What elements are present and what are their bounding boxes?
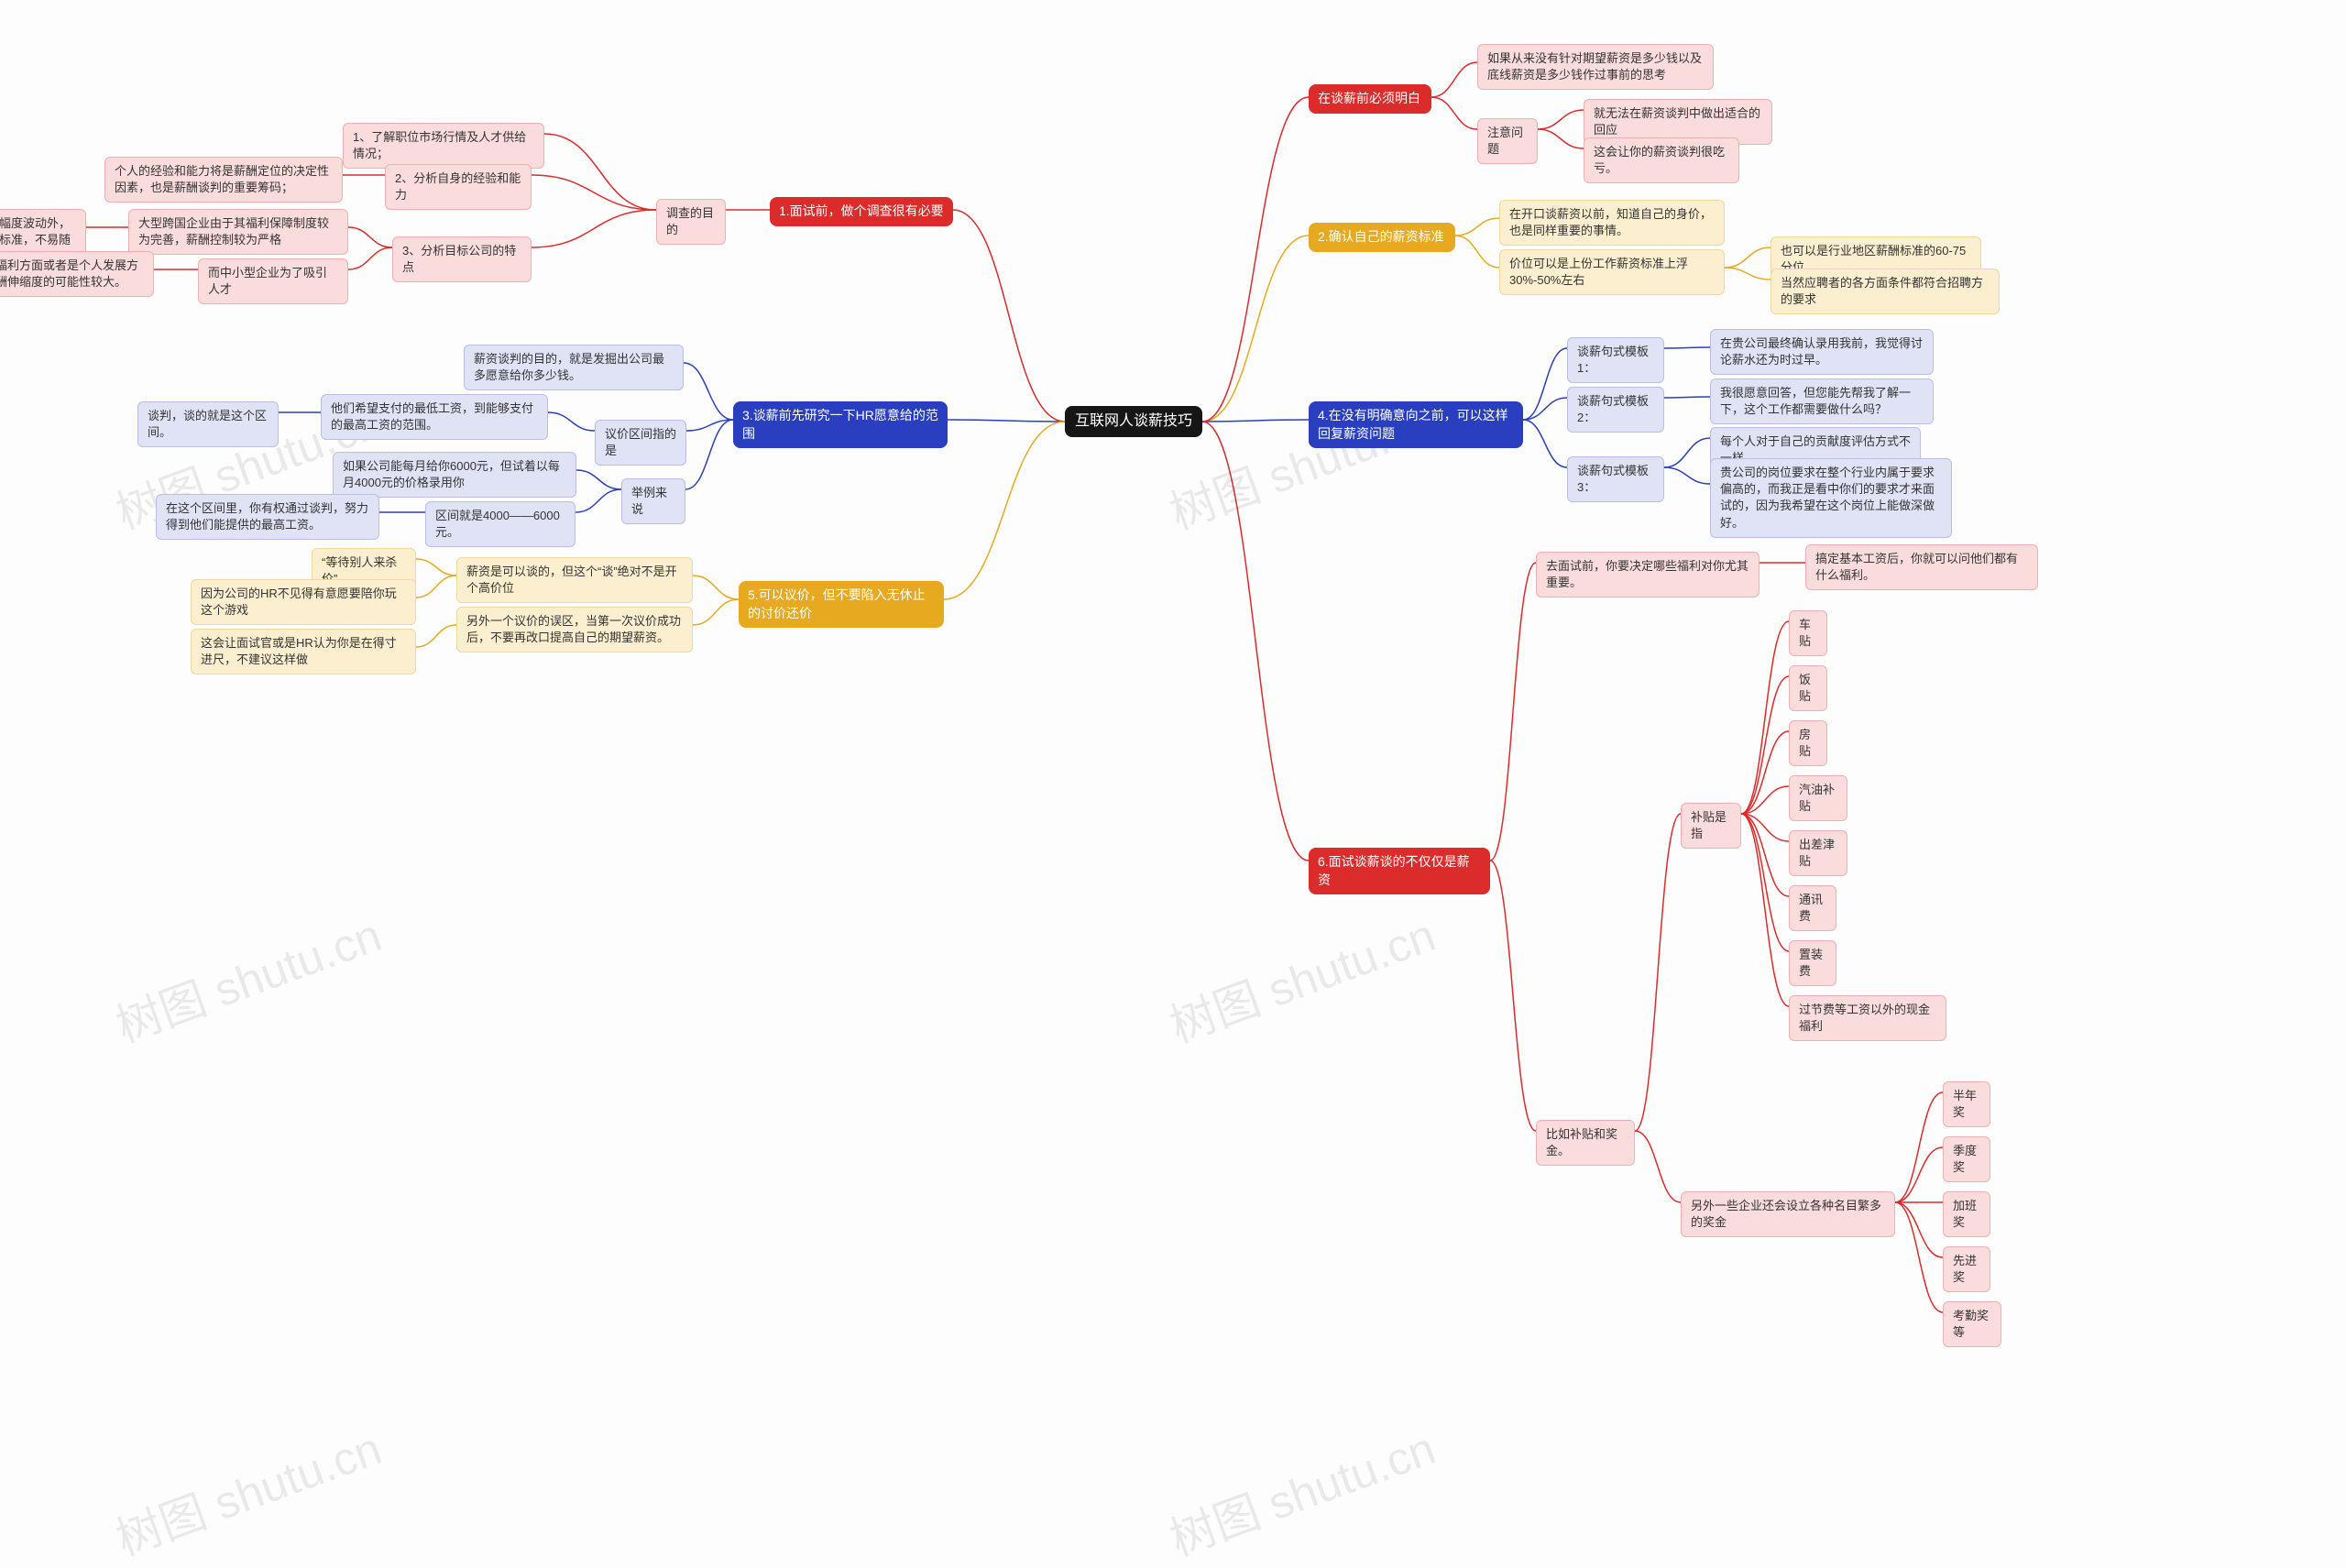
mindmap-node-b6b2b: 季度奖 [1943,1136,1990,1182]
mindmap-node-b3c2: 区间就是4000——6000元。 [425,501,576,547]
mindmap-node-root: 互联网人谈薪技巧 [1065,406,1202,437]
mindmap-node-b6b2: 另外一些企业还会设立各种名目繁多的奖金 [1681,1191,1895,1237]
mindmap-node-b3b1a: 谈判，谈的就是这个区间。 [137,401,279,447]
mindmap-node-b3: 3.谈薪前先研究一下HR愿意给的范围 [733,401,948,448]
mindmap-node-b6b1d: 汽油补贴 [1789,775,1847,821]
mindmap-node-b2b: 价位可以是上份工作薪资标准上浮30%-50%左右 [1499,249,1725,295]
mindmap-node-b1c1c: 3、分析目标公司的特点 [392,236,532,282]
mindmap-node-b3b1: 他们希望支付的最低工资，到能够支付的最高工资的范围。 [321,394,548,440]
mindmap-node-b6b1b: 饭贴 [1789,665,1827,711]
mindmap-node-b6a1: 搞定基本工资后，你就可以问他们都有什么福利。 [1805,544,2038,590]
mindmap-node-b1c1c2a: 也为了弥补其福利方面或者是个人发展方面的不足，薪酬伸缩度的可能性较大。 [0,251,154,297]
mindmap-node-b5: 5.可以议价，但不要陷入无休止的讨价还价 [739,581,944,628]
mindmap-node-b6b2c: 加班奖 [1943,1191,1990,1237]
mindmap-node-b6: 6.面试谈薪谈的不仅仅是薪资 [1309,848,1490,894]
mindmap-node-b6b1c: 房贴 [1789,720,1827,766]
mindmap-node-b3c1: 如果公司能每月给你6000元，但试着以每月4000元的价格录用你 [333,452,576,498]
mindmap-node-b1c1a: 1、了解职位市场行情及人才供给情况； [343,123,544,169]
watermark: 树图 shutu.cn [1159,899,1442,1056]
mindmap-node-b3b: 议价区间指的是 [595,420,686,466]
mindmap-node-b6b: 比如补贴和奖金。 [1536,1120,1635,1166]
mindmap-node-b0b2: 这会让你的薪资谈判很吃亏。 [1584,137,1739,183]
mindmap-node-b6b1a: 车贴 [1789,610,1827,656]
mindmap-node-b3a: 薪资谈判的目的，就是发掘出公司最多愿意给你多少钱。 [464,345,684,390]
mindmap-node-b3c: 举例来说 [621,478,685,524]
watermark: 树图 shutu.cn [105,1412,389,1568]
watermark: 树图 shutu.cn [105,899,389,1056]
mindmap-node-b5b: 另外一个议价的误区，当第一次议价成功后，不要再改口提高自己的期望薪资。 [456,607,693,652]
mindmap-node-b6b1e: 出差津贴 [1789,830,1847,876]
watermark: 树图 shutu.cn [1159,1412,1442,1568]
mindmap-node-b1c1c1: 大型跨国企业由于其福利保障制度较为完善，薪酬控制较为严格 [128,209,348,255]
mindmap-node-b3c2a: 在这个区间里，你有权通过谈判，努力得到他们能提供的最高工资。 [156,494,379,540]
mindmap-node-b6a: 去面试前，你要决定哪些福利对你尤其重要。 [1536,552,1760,598]
mindmap-node-b6b2d: 先进奖 [1943,1246,1990,1292]
mindmap-node-b4a: 谈薪句式模板1： [1567,337,1664,383]
mindmap-node-b1: 1.面试前，做个调查很有必要 [770,197,953,226]
mindmap-node-b4b: 谈薪句式模板2： [1567,387,1664,433]
mindmap-node-b1c1b1: 个人的经验和能力将是薪酬定位的决定性因素，也是薪酬谈判的重要筹码； [104,157,343,203]
mindmap-node-b1c1c2: 而中小型企业为了吸引人才 [198,258,348,304]
mindmap-node-b5a2: 因为公司的HR不见得有意愿要陪你玩这个游戏 [191,579,416,625]
mindmap-node-b6b1f: 通讯费 [1789,885,1836,931]
mindmap-node-b4a1: 在贵公司最终确认录用我前，我觉得讨论薪水还为时过早。 [1710,329,1934,375]
mindmap-node-b4c2: 贵公司的岗位要求在整个行业内属于要求偏高的，而我正是看中你们的要求才来面试的，因… [1710,458,1952,538]
mindmap-node-b6b2e: 考勤奖等 [1943,1301,2001,1347]
mindmap-node-b5b1: 这会让面试官或是HR认为你是在得寸进尺，不建议这样做 [191,629,416,674]
mindmap-node-b0: 在谈薪前必须明白 [1309,84,1431,114]
mindmap-node-b0b: 注意问题 [1477,118,1538,164]
mindmap-node-b4: 4.在没有明确意向之前，可以这样回复薪资问题 [1309,401,1523,448]
mindmap-node-b2: 2.确认自己的薪资标准 [1309,223,1455,252]
mindmap-node-b6b2a: 半年奖 [1943,1081,1990,1127]
mindmap-node-b6b1g: 置装费 [1789,940,1836,986]
mindmap-node-b5a: 薪资是可以谈的，但这个“谈”绝对不是开个高价位 [456,557,693,603]
mindmap-node-b4c: 谈薪句式模板3： [1567,456,1664,502]
mindmap-node-b2b2: 当然应聘者的各方面条件都符合招聘方的要求 [1770,269,2000,314]
mindmap-node-b6b1: 补贴是指 [1681,803,1741,849]
mindmap-node-b0a: 如果从来没有针对期望薪资是多少钱以及底线薪资是多少钱作过事前的思考 [1477,44,1714,90]
mindmap-node-b1c1: 调查的目的 [656,199,726,245]
mindmap-node-b1c1b: 2、分析自身的经验和能力 [385,164,532,210]
mindmap-node-b6b1h: 过节费等工资以外的现金福利 [1789,995,1946,1041]
mindmap-node-b4b1: 我很愿意回答，但您能先帮我了解一下，这个工作都需要做什么吗？ [1710,378,1934,424]
mindmap-node-b2a: 在开口谈薪资以前，知道自己的身价，也是同样重要的事情。 [1499,200,1725,246]
